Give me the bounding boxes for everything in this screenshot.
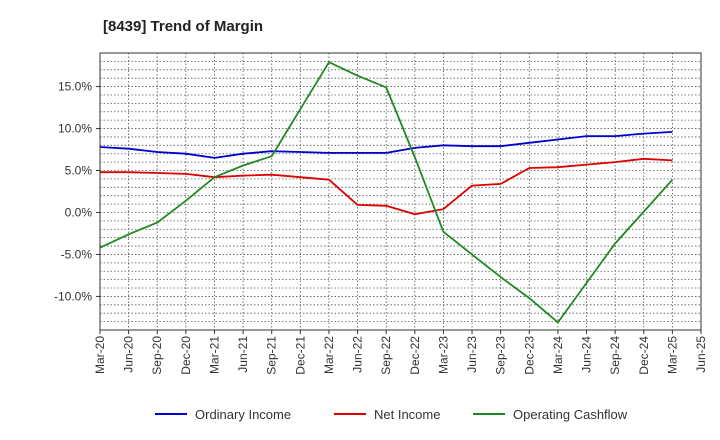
x-tick-label: Jun-21 (236, 336, 250, 373)
x-tick-label: Mar-21 (207, 336, 221, 374)
x-tick-label: Mar-24 (551, 336, 565, 374)
legend-label-operating-cashflow: Operating Cashflow (513, 407, 628, 422)
x-tick-label: Jun-22 (351, 336, 365, 373)
x-tick-label: Sep-21 (265, 336, 279, 375)
x-axis: Mar-20 Jun-20 Sep-20 Dec-20 Mar-21 Jun-21 Sep-… (93, 330, 708, 375)
y-tick-label: 15.0% (58, 80, 92, 94)
y-tick-label: 5.0% (65, 164, 93, 178)
x-tick-label: Sep-20 (150, 336, 164, 375)
x-tick-label: Dec-21 (293, 336, 307, 375)
y-axis: -10.0% -5.0% 0.0% 5.0% 10.0% 15.0% (54, 80, 100, 303)
chart-title: [8439] Trend of Margin (103, 18, 263, 35)
x-tick-label: Dec-23 (522, 336, 536, 375)
x-tick-label: Jun-20 (122, 336, 136, 373)
x-tick-label: Dec-20 (179, 336, 193, 375)
gridlines (100, 52, 701, 331)
plot-area (100, 53, 701, 330)
legend: Ordinary Income Net Income Operating Cashf… (155, 407, 628, 422)
series-lines (99, 61, 674, 324)
legend-label-net-income: Net Income (374, 407, 440, 422)
x-tick-label: Jun-24 (580, 336, 594, 373)
x-tick-label: Mar-23 (436, 336, 450, 374)
y-tick-label: 0.0% (65, 205, 93, 219)
x-tick-label: Sep-22 (379, 336, 393, 375)
series-line-ordinary-income (99, 131, 673, 159)
x-tick-label: Mar-22 (322, 336, 336, 374)
x-tick-label: Mar-25 (665, 336, 679, 374)
y-tick-label: -10.0% (54, 289, 92, 303)
x-tick-label: Sep-23 (494, 336, 508, 375)
legend-label-ordinary-income: Ordinary Income (195, 407, 291, 422)
y-tick-label: -5.0% (61, 247, 93, 261)
x-tick-label: Jun-25 (694, 336, 708, 373)
x-tick-label: Jun-23 (465, 336, 479, 373)
x-tick-label: Dec-24 (637, 336, 651, 375)
y-tick-label: 10.0% (58, 122, 92, 136)
series-line-net-income (100, 157, 673, 216)
x-tick-label: Dec-22 (408, 336, 422, 375)
plot-border (99, 52, 702, 331)
x-tick-label: Sep-24 (608, 336, 622, 375)
x-tick-label: Mar-20 (93, 336, 107, 374)
series-line-operating-cashflow (99, 61, 674, 324)
